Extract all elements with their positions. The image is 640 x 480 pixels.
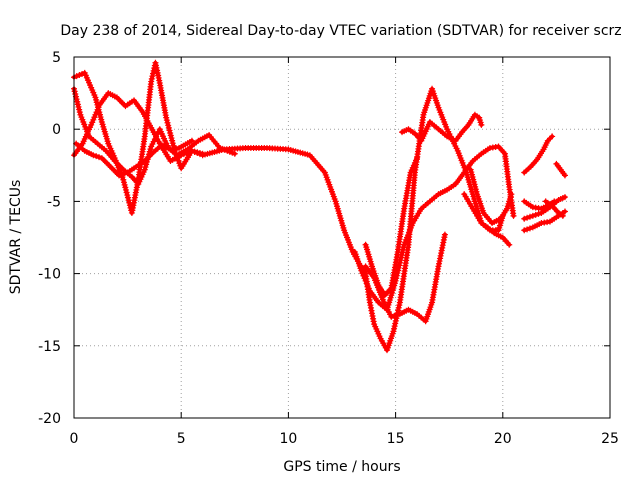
- data-point: [118, 171, 125, 178]
- data-point: [549, 133, 556, 140]
- data-point: [526, 225, 533, 232]
- x-tick-label: 5: [177, 431, 186, 447]
- data-series-8: [399, 111, 485, 144]
- data-point: [391, 312, 398, 319]
- data-point: [231, 150, 238, 157]
- data-point: [506, 241, 513, 248]
- data-point: [521, 227, 528, 234]
- data-point: [535, 210, 542, 217]
- data-point: [559, 212, 566, 219]
- data-series-7: [362, 155, 421, 299]
- data-point: [188, 137, 195, 144]
- data-point: [478, 121, 485, 128]
- data-point: [521, 215, 528, 222]
- data-point: [508, 191, 515, 198]
- y-tick-label: -15: [38, 339, 61, 355]
- y-tick-label: -5: [47, 194, 61, 210]
- data-point: [93, 153, 100, 160]
- plot-frame: [73, 56, 611, 419]
- data-point: [180, 151, 187, 158]
- data-point: [561, 172, 568, 179]
- data-point: [194, 149, 201, 156]
- data-point: [561, 208, 568, 215]
- data-point: [148, 75, 155, 82]
- tick-layer: 0 5 10 15 20 25 5 0 -5 -10 -15 -20: [38, 50, 619, 447]
- x-tick-label: 10: [279, 431, 297, 447]
- data-point: [529, 212, 536, 219]
- y-tick-label: -20: [38, 411, 61, 427]
- data-point: [150, 70, 157, 77]
- data-series-6: [362, 231, 448, 325]
- data-series-16: [553, 160, 568, 179]
- data-point: [121, 170, 128, 177]
- y-tick-label: -10: [38, 267, 61, 283]
- x-tick-label: 25: [601, 431, 619, 447]
- data-point: [524, 214, 531, 221]
- data-point: [188, 147, 195, 154]
- data-point: [76, 72, 83, 79]
- series-trace: [522, 134, 555, 175]
- data-point: [191, 148, 198, 155]
- data-point: [178, 152, 185, 159]
- data-point: [414, 155, 421, 162]
- data-layer: [71, 59, 568, 354]
- x-axis-label: GPS time / hours: [283, 459, 400, 475]
- data-point: [532, 211, 539, 218]
- data-point: [196, 150, 203, 157]
- y-tick-label: 5: [52, 50, 61, 66]
- x-tick-label: 20: [494, 431, 512, 447]
- data-series-11: [521, 133, 556, 176]
- data-point: [561, 194, 568, 201]
- data-series-2: [71, 85, 238, 188]
- data-point: [394, 311, 401, 318]
- data-series-4: [73, 137, 195, 179]
- data-point: [116, 172, 123, 179]
- data-point: [199, 150, 206, 157]
- data-point: [73, 73, 80, 80]
- data-point: [90, 152, 97, 159]
- data-point: [79, 70, 86, 77]
- data-point: [526, 213, 533, 220]
- data-point: [524, 226, 531, 233]
- data-point: [510, 212, 517, 219]
- y-tick-label: 0: [52, 122, 61, 138]
- x-tick-label: 15: [387, 431, 405, 447]
- data-point: [441, 231, 448, 238]
- data-point: [148, 78, 155, 85]
- data-series-15: [542, 198, 566, 219]
- chart-title: Day 238 of 2014, Sidereal Day-to-day VTE…: [60, 23, 621, 39]
- data-point: [96, 154, 103, 161]
- data-point: [149, 73, 156, 80]
- data-point: [186, 148, 193, 155]
- grid-layer: [74, 57, 610, 418]
- y-axis-label: SDTVAR / TECUs: [8, 180, 24, 295]
- data-series-10: [467, 166, 515, 227]
- data-point: [388, 313, 395, 320]
- x-tick-label: 0: [70, 431, 79, 447]
- data-point: [183, 150, 190, 157]
